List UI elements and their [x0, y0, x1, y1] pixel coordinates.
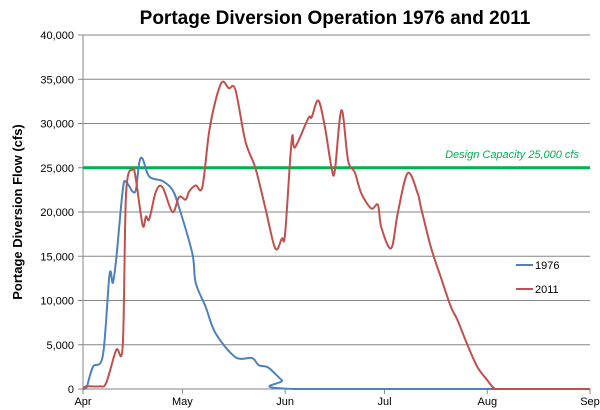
y-tick-label: 20,000	[40, 207, 74, 219]
x-tick-label: Sep	[580, 396, 600, 408]
legend-label-2011: 2011	[535, 284, 559, 296]
x-tick-label: May	[172, 396, 193, 408]
y-tick-label: 0	[68, 384, 74, 396]
x-axis-ticks: Apr May Jun Jul Aug Sep	[74, 389, 600, 408]
series-line-2011	[82, 80, 590, 391]
y-axis-label: Portage Diversion Flow (cfs)	[10, 124, 25, 300]
legend: 1976 2011	[516, 260, 559, 296]
series-lines	[82, 80, 590, 391]
y-tick-label: 10,000	[40, 296, 74, 308]
x-tick-label: Jun	[276, 396, 294, 408]
legend-label-1976: 1976	[535, 260, 559, 272]
series-line-1976	[82, 156, 590, 391]
y-tick-label: 30,000	[40, 119, 74, 131]
y-axis-ticks: 0 5,000 10,000 15,000 20,000 25,000 30,000 35,0…	[40, 30, 83, 396]
x-tick-label: Apr	[74, 396, 91, 408]
gridlines	[83, 34, 590, 346]
x-tick-label: Aug	[477, 396, 497, 408]
y-tick-label: 35,000	[40, 74, 74, 86]
chart-title: Portage Diversion Operation 1976 and 201…	[140, 8, 531, 29]
x-tick-label: Jul	[378, 396, 392, 408]
design-capacity-label: Design Capacity 25,000 cfs	[445, 149, 579, 161]
y-tick-label: 25,000	[40, 163, 74, 175]
y-tick-label: 40,000	[40, 30, 74, 42]
y-tick-label: 5,000	[46, 340, 74, 352]
y-tick-label: 15,000	[40, 251, 74, 263]
